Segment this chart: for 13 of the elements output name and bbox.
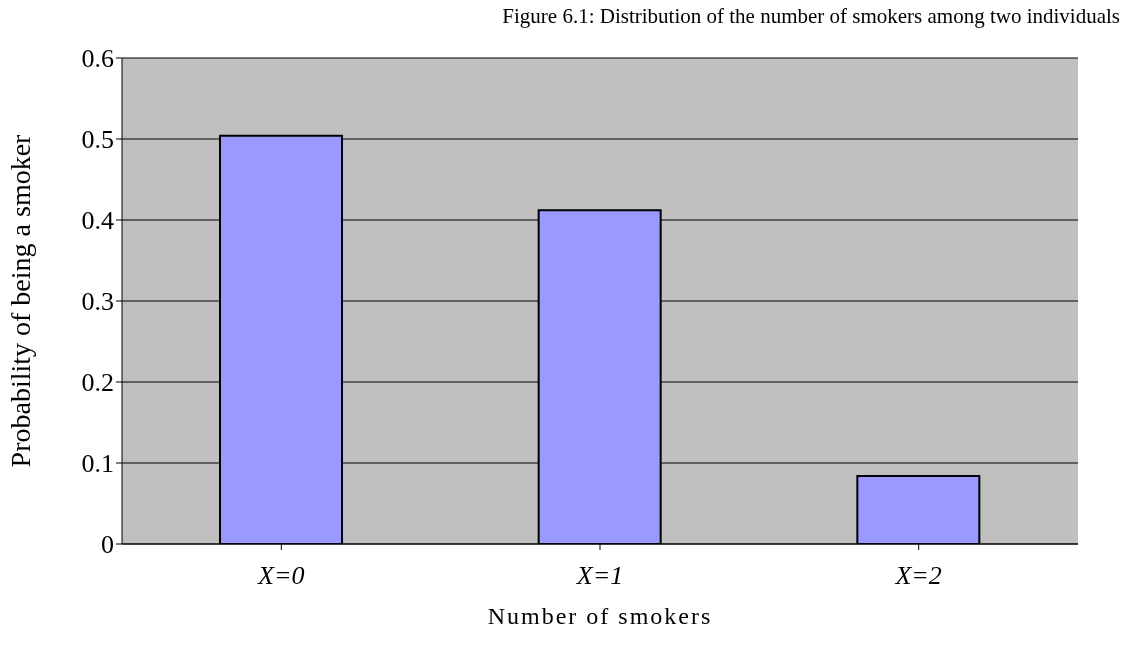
x-tick-label: X=1 — [575, 561, 624, 591]
y-tick-label: 0.3 — [81, 287, 114, 317]
y-axis-title: Probability of being a smoker — [4, 133, 36, 468]
y-tick-label: 0.4 — [81, 206, 114, 236]
y-tick-label: 0.2 — [81, 368, 114, 398]
x-tick-label: X=2 — [894, 561, 942, 591]
y-tick-label: 0.6 — [81, 44, 114, 74]
y-tick-label: 0 — [101, 530, 114, 560]
y-tick-label: 0.1 — [81, 449, 114, 479]
chart-title: Figure 6.1: Distribution of the number of smokers among two individuals — [502, 4, 1120, 29]
x-axis-title: Number of smokers — [487, 603, 713, 629]
x-tick-label: X=0 — [257, 561, 305, 591]
y-tick-label: 0.5 — [81, 125, 114, 155]
